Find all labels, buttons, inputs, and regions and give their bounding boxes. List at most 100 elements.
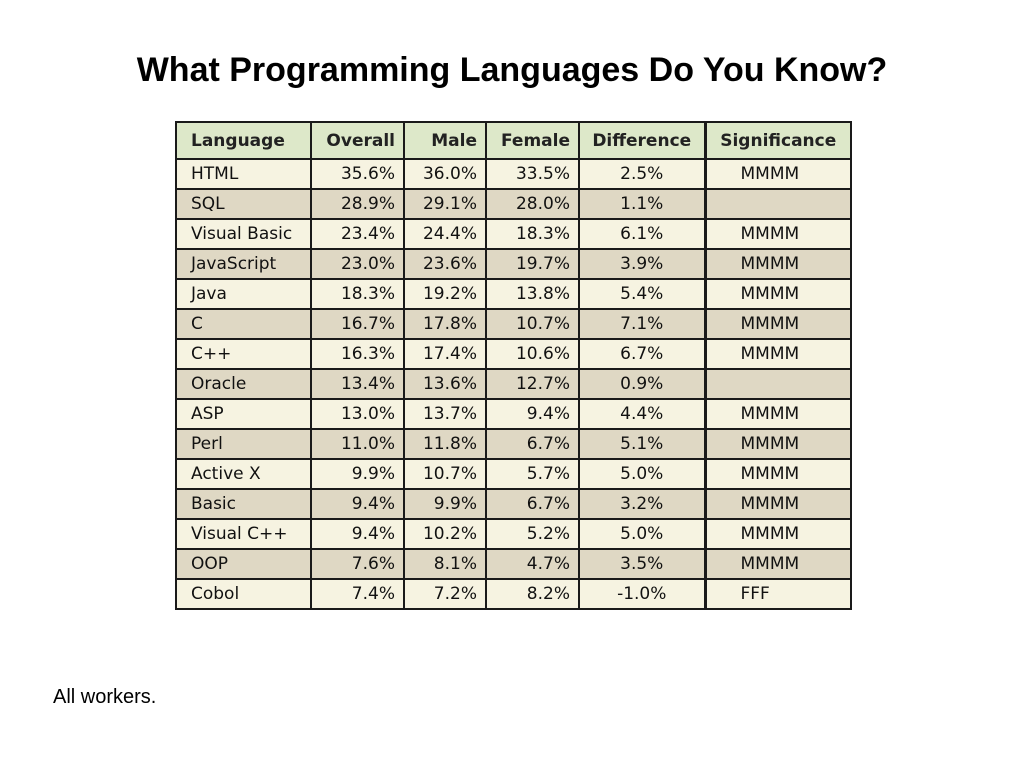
table-row: Oracle 13.4% 13.6% 12.7% 0.9% xyxy=(175,368,852,400)
cell-male: 29.1% xyxy=(403,188,487,220)
cell-language: Visual Basic xyxy=(175,218,312,250)
cell-overall: 16.7% xyxy=(310,308,405,340)
slide-title: What Programming Languages Do You Know? xyxy=(136,51,888,89)
cell-female: 33.5% xyxy=(485,158,580,190)
cell-female: 18.3% xyxy=(485,218,580,250)
cell-male: 13.7% xyxy=(403,398,487,430)
cell-female: 4.7% xyxy=(485,548,580,580)
cell-overall: 7.4% xyxy=(310,578,405,610)
cell-overall: 7.6% xyxy=(310,548,405,580)
cell-difference: 3.9% xyxy=(578,248,706,280)
cell-male: 36.0% xyxy=(403,158,487,190)
cell-male: 13.6% xyxy=(403,368,487,400)
cell-language: C xyxy=(175,308,312,340)
cell-significance: MMMM xyxy=(703,428,852,460)
table-row: Perl 11.0% 11.8% 6.7% 5.1% MMMM xyxy=(175,428,852,460)
cell-language: Basic xyxy=(175,488,312,520)
cell-difference: 6.1% xyxy=(578,218,706,250)
cell-difference: 0.9% xyxy=(578,368,706,400)
table-row: Cobol 7.4% 7.2% 8.2% -1.0% FFF xyxy=(175,578,852,610)
cell-language: Active X xyxy=(175,458,312,490)
header-male: Male xyxy=(403,121,487,160)
table-row: Active X 9.9% 10.7% 5.7% 5.0% MMMM xyxy=(175,458,852,490)
cell-female: 12.7% xyxy=(485,368,580,400)
cell-language: SQL xyxy=(175,188,312,220)
cell-overall: 23.4% xyxy=(310,218,405,250)
table-row: Visual C++ 9.4% 10.2% 5.2% 5.0% MMMM xyxy=(175,518,852,550)
cell-significance: MMMM xyxy=(703,248,852,280)
cell-difference: 4.4% xyxy=(578,398,706,430)
table-row: OOP 7.6% 8.1% 4.7% 3.5% MMMM xyxy=(175,548,852,580)
cell-language: Visual C++ xyxy=(175,518,312,550)
cell-difference: 1.1% xyxy=(578,188,706,220)
cell-significance xyxy=(703,368,852,400)
cell-female: 13.8% xyxy=(485,278,580,310)
languages-table: Language Overall Male Female Difference … xyxy=(175,121,852,610)
cell-difference: 5.4% xyxy=(578,278,706,310)
cell-male: 17.4% xyxy=(403,338,487,370)
cell-language: Java xyxy=(175,278,312,310)
footnote: All workers. xyxy=(53,686,157,708)
cell-female: 8.2% xyxy=(485,578,580,610)
cell-language: Cobol xyxy=(175,578,312,610)
table-row: SQL 28.9% 29.1% 28.0% 1.1% xyxy=(175,188,852,220)
cell-difference: -1.0% xyxy=(578,578,706,610)
table-header-row: Language Overall Male Female Difference … xyxy=(175,121,852,160)
cell-significance: MMMM xyxy=(703,158,852,190)
cell-overall: 35.6% xyxy=(310,158,405,190)
cell-significance: MMMM xyxy=(703,338,852,370)
table-row: C++ 16.3% 17.4% 10.6% 6.7% MMMM xyxy=(175,338,852,370)
cell-language: HTML xyxy=(175,158,312,190)
cell-overall: 9.4% xyxy=(310,488,405,520)
cell-male: 7.2% xyxy=(403,578,487,610)
cell-overall: 9.4% xyxy=(310,518,405,550)
cell-language: OOP xyxy=(175,548,312,580)
header-overall: Overall xyxy=(310,121,405,160)
cell-male: 9.9% xyxy=(403,488,487,520)
header-female: Female xyxy=(485,121,580,160)
cell-language: Oracle xyxy=(175,368,312,400)
cell-difference: 3.5% xyxy=(578,548,706,580)
cell-female: 5.2% xyxy=(485,518,580,550)
languages-table-container: Language Overall Male Female Difference … xyxy=(175,121,852,610)
header-significance: Significance xyxy=(703,121,852,160)
cell-significance: MMMM xyxy=(703,308,852,340)
cell-language: C++ xyxy=(175,338,312,370)
cell-male: 19.2% xyxy=(403,278,487,310)
cell-female: 28.0% xyxy=(485,188,580,220)
cell-male: 24.4% xyxy=(403,218,487,250)
cell-female: 6.7% xyxy=(485,488,580,520)
cell-significance: MMMM xyxy=(703,218,852,250)
cell-significance: MMMM xyxy=(703,488,852,520)
cell-female: 5.7% xyxy=(485,458,580,490)
cell-male: 8.1% xyxy=(403,548,487,580)
header-difference: Difference xyxy=(578,121,706,160)
cell-male: 11.8% xyxy=(403,428,487,460)
table-row: JavaScript 23.0% 23.6% 19.7% 3.9% MMMM xyxy=(175,248,852,280)
cell-male: 17.8% xyxy=(403,308,487,340)
cell-significance: MMMM xyxy=(703,458,852,490)
cell-significance: MMMM xyxy=(703,398,852,430)
cell-female: 19.7% xyxy=(485,248,580,280)
cell-difference: 3.2% xyxy=(578,488,706,520)
cell-overall: 28.9% xyxy=(310,188,405,220)
cell-male: 10.2% xyxy=(403,518,487,550)
table-row: ASP 13.0% 13.7% 9.4% 4.4% MMMM xyxy=(175,398,852,430)
cell-female: 10.7% xyxy=(485,308,580,340)
cell-significance: FFF xyxy=(703,578,852,610)
table-row: Visual Basic 23.4% 24.4% 18.3% 6.1% MMMM xyxy=(175,218,852,250)
cell-male: 23.6% xyxy=(403,248,487,280)
table-row: C 16.7% 17.8% 10.7% 7.1% MMMM xyxy=(175,308,852,340)
cell-significance: MMMM xyxy=(703,518,852,550)
cell-female: 9.4% xyxy=(485,398,580,430)
cell-female: 10.6% xyxy=(485,338,580,370)
table-row: Java 18.3% 19.2% 13.8% 5.4% MMMM xyxy=(175,278,852,310)
cell-overall: 9.9% xyxy=(310,458,405,490)
table-row: Basic 9.4% 9.9% 6.7% 3.2% MMMM xyxy=(175,488,852,520)
cell-difference: 5.1% xyxy=(578,428,706,460)
cell-overall: 23.0% xyxy=(310,248,405,280)
cell-significance: MMMM xyxy=(703,548,852,580)
cell-significance xyxy=(703,188,852,220)
cell-significance: MMMM xyxy=(703,278,852,310)
cell-overall: 13.0% xyxy=(310,398,405,430)
